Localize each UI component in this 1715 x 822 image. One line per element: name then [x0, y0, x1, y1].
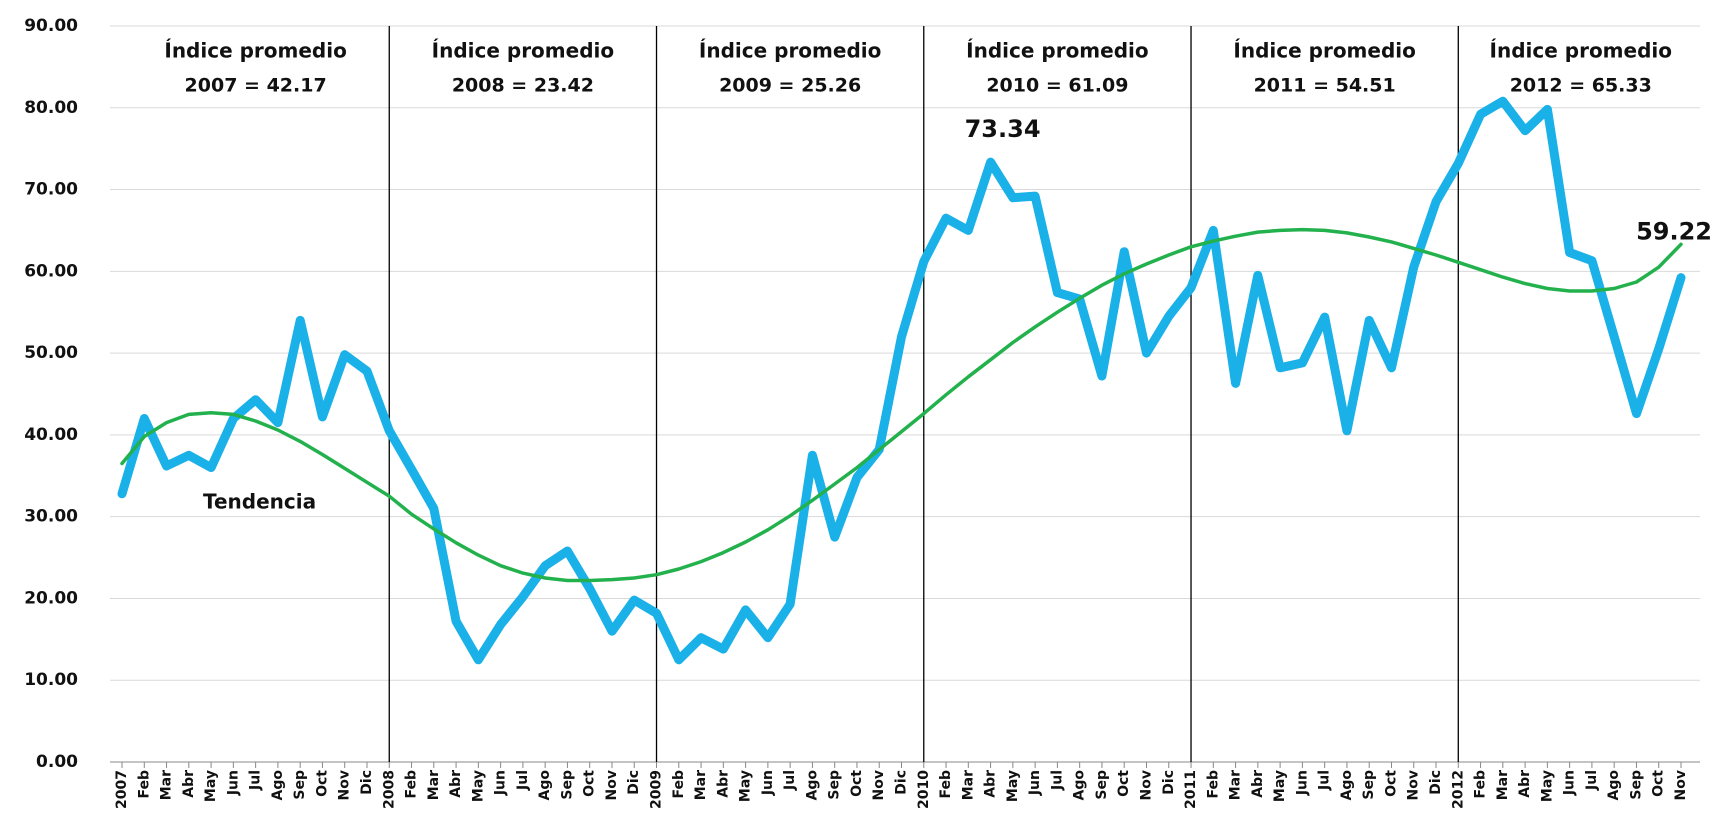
annotation-text: 2009 = 25.26: [719, 75, 861, 97]
x-tick-label: Abr: [1250, 770, 1266, 798]
x-tick-label: Sep: [827, 770, 843, 800]
x-tick-label: Oct: [849, 770, 865, 797]
data-label: 59.22: [1636, 218, 1712, 246]
x-tick-label: Ago: [270, 770, 286, 801]
x-tick-label: Oct: [1383, 770, 1399, 797]
x-tick-label: May: [203, 770, 219, 802]
annotation-text: 2007 = 42.17: [185, 75, 327, 97]
x-tick-label: Nov: [604, 770, 620, 800]
x-tick-label: Jul: [1049, 770, 1065, 791]
x-tick-label: Jul: [782, 770, 798, 791]
x-tick-label: Nov: [1138, 770, 1154, 800]
x-tick-label: Oct: [1651, 770, 1667, 797]
x-tick-label: 2009: [649, 770, 665, 809]
x-tick-label: Sep: [1094, 770, 1110, 800]
x-tick-label: Oct: [314, 770, 330, 797]
series-label: Tendencia: [203, 490, 316, 514]
series-line: [117, 96, 1686, 665]
x-tick-label: Ago: [804, 770, 820, 801]
x-tick-label: Mar: [960, 770, 976, 800]
x-tick-label: Abr: [448, 770, 464, 798]
y-tick-label: 40.00: [24, 425, 78, 445]
annotation-text: 2011 = 54.51: [1254, 75, 1396, 97]
x-tick-label: Dic: [894, 770, 910, 795]
annotation-text: 2010 = 61.09: [986, 75, 1128, 97]
annotation-title: Índice promedio: [164, 39, 346, 63]
x-tick-label: Feb: [136, 770, 152, 799]
x-tick-label: Abr: [181, 770, 197, 798]
x-tick-label: Ago: [1072, 770, 1088, 801]
x-tick-label: Sep: [292, 770, 308, 800]
x-tick-label: May: [1005, 770, 1021, 802]
x-tick-label: Sep: [1361, 770, 1377, 800]
x-tick-label: Ago: [1606, 770, 1622, 801]
x-tick-label: Jun: [1562, 770, 1578, 796]
annotation-text: 2008 = 23.42: [452, 75, 594, 97]
x-tick-label: Mar: [426, 770, 442, 800]
x-tick-label: Nov: [871, 770, 887, 800]
x-tick-label: May: [470, 770, 486, 802]
x-tick-label: Mar: [1495, 770, 1511, 800]
x-tick-label: Dic: [626, 770, 642, 795]
x-tick-label: Nov: [1673, 770, 1689, 800]
data-label: 73.34: [965, 115, 1041, 143]
annotation-title: Índice promedio: [966, 39, 1148, 63]
x-tick-label: Abr: [1517, 770, 1533, 798]
x-tick-label: May: [1272, 770, 1288, 802]
annotation-text: 2012 = 65.33: [1510, 75, 1652, 97]
y-tick-label: 0.00: [36, 752, 78, 772]
y-tick-label: 90.00: [24, 16, 78, 36]
y-tick-label: 70.00: [24, 180, 78, 200]
y-tick-label: 80.00: [24, 98, 78, 118]
x-tick-label: 2008: [381, 770, 397, 809]
y-tick-label: 20.00: [24, 588, 78, 608]
series-line: [120, 227, 1683, 583]
x-tick-label: 2010: [916, 770, 932, 809]
x-tick-label: Feb: [1473, 770, 1489, 799]
y-tick-label: 10.00: [24, 670, 78, 690]
x-tick-label: Dic: [1161, 770, 1177, 795]
x-tick-label: Jun: [760, 770, 776, 796]
x-tick-label: 2007: [114, 770, 130, 809]
x-tick-label: Nov: [1406, 770, 1422, 800]
x-tick-label: Nov: [337, 770, 353, 800]
y-tick-label: 60.00: [24, 261, 78, 281]
annotation-title: Índice promedio: [432, 39, 614, 63]
x-tick-label: 2011: [1183, 770, 1199, 809]
x-tick-label: Jun: [1294, 770, 1310, 796]
x-tick-label: Mar: [159, 770, 175, 800]
x-tick-label: Feb: [671, 770, 687, 799]
x-tick-label: Jul: [1317, 770, 1333, 791]
x-tick-label: Feb: [938, 770, 954, 799]
x-tick-label: Sep: [1628, 770, 1644, 800]
x-tick-label: Ago: [537, 770, 553, 801]
x-tick-label: Feb: [404, 770, 420, 799]
x-tick-label: Oct: [582, 770, 598, 797]
x-tick-label: Sep: [559, 770, 575, 800]
x-tick-label: Abr: [983, 770, 999, 798]
annotation-title: Índice promedio: [699, 39, 881, 63]
x-tick-label: Ago: [1339, 770, 1355, 801]
y-tick-label: 50.00: [24, 343, 78, 363]
x-tick-label: Abr: [715, 770, 731, 798]
x-tick-label: Mar: [693, 770, 709, 800]
x-tick-label: Oct: [1116, 770, 1132, 797]
x-tick-label: Feb: [1205, 770, 1221, 799]
annotation-title: Índice promedio: [1490, 39, 1672, 63]
x-tick-label: Jul: [515, 770, 531, 791]
x-tick-label: Mar: [1228, 770, 1244, 800]
y-tick-label: 30.00: [24, 507, 78, 527]
x-tick-label: Jun: [1027, 770, 1043, 796]
x-tick-label: Jun: [493, 770, 509, 796]
x-tick-label: Jul: [248, 770, 264, 791]
x-tick-label: May: [1539, 770, 1555, 802]
x-tick-label: Jul: [1584, 770, 1600, 791]
x-tick-label: Dic: [1428, 770, 1444, 795]
x-tick-label: 2012: [1450, 770, 1466, 809]
x-tick-label: May: [738, 770, 754, 802]
x-tick-label: Jun: [225, 770, 241, 796]
x-tick-label: Dic: [359, 770, 375, 795]
annotation-title: Índice promedio: [1233, 39, 1415, 63]
